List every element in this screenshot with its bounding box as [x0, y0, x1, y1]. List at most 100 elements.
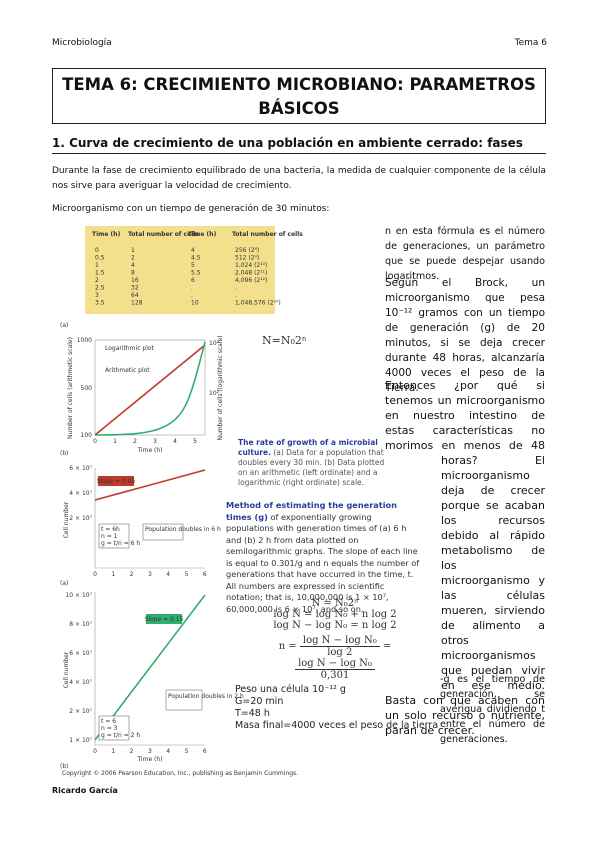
right-p3-text: Entonces ¿por qué si tenemos un microorg… — [385, 379, 545, 737]
label: 6 × 10⁷ — [69, 650, 92, 657]
footer: Ricardo García — [52, 786, 118, 795]
label: 5 — [193, 438, 197, 445]
label: 1.5 — [95, 270, 105, 277]
label: Time (h) — [92, 231, 121, 238]
label: 4.5 — [191, 255, 201, 262]
label: 64 — [131, 292, 139, 299]
intro2: Microorganismo con un tiempo de generaci… — [52, 204, 330, 214]
label: Slope = 0.15 — [145, 616, 184, 623]
label: 6 — [191, 277, 195, 284]
label: 2 × 10⁷ — [69, 708, 92, 715]
label: 2 — [130, 571, 134, 578]
label: 10 — [191, 300, 199, 307]
label: 2 — [130, 748, 134, 755]
label: 0.5 — [95, 255, 105, 262]
label: g = t/n = 6 h — [101, 540, 140, 547]
label: 4 × 10⁷ — [69, 490, 92, 497]
label: Total number of cells — [232, 231, 303, 238]
label: 2 — [133, 438, 137, 445]
header-right: Tema 6 — [514, 38, 547, 48]
label: Time (h) — [188, 231, 217, 238]
caption-title: The rate of growth of a microbial cultur… — [238, 438, 378, 457]
label: 3 — [148, 748, 152, 755]
label: 2 × 10⁷ — [69, 515, 92, 522]
label: 2.5 — [95, 285, 105, 292]
label: 5 — [191, 262, 195, 269]
section-heading: 1. Curva de crecimiento de una población… — [52, 136, 546, 154]
label: 10 × 10⁷ — [65, 592, 92, 599]
label: 128 — [131, 300, 143, 307]
label: 500 — [81, 385, 93, 392]
label: Population doubles in 2 h — [168, 693, 244, 700]
label: . — [191, 292, 193, 299]
peso-line: G=20 min — [235, 696, 284, 707]
label: 4 — [191, 247, 195, 254]
label: 5 — [185, 571, 189, 578]
den: log 2 — [327, 647, 353, 658]
label: 512 (2⁹) — [235, 255, 259, 262]
formula-part: n = — [278, 641, 297, 652]
label: n = 1 — [101, 533, 118, 540]
method-title: Method of estimating the generation time… — [226, 500, 397, 522]
peso: Peso una célula 10⁻¹² g G=20 min T=48 h Mas… — [235, 684, 438, 732]
label: Total number of cells — [128, 231, 199, 238]
label: 6 — [203, 748, 207, 755]
label: t = 6 — [101, 718, 116, 725]
num: log N − log N₀ — [295, 658, 375, 670]
label: 10² — [209, 390, 220, 397]
note-box — [165, 689, 203, 711]
label: 2 — [95, 277, 99, 284]
label: 0 — [95, 247, 99, 254]
label: 5 — [185, 748, 189, 755]
intro: Durante la fase de crecimiento equilibra… — [52, 166, 546, 191]
label: 4 — [166, 748, 170, 755]
title: TEMA 6: CRECIMIENTO MICROBIANO: PARAMETR… — [52, 68, 546, 124]
label: 1 — [113, 438, 117, 445]
label: Time (h) — [136, 447, 162, 454]
label: g = t/n = 2 h — [101, 732, 140, 739]
label: 2,048 (2¹¹) — [235, 270, 267, 277]
table-bg — [85, 226, 275, 314]
label: . — [235, 292, 237, 299]
slope-box — [146, 614, 182, 624]
label: Cell number — [63, 501, 70, 538]
peso-line: Peso una célula 10⁻¹² g — [235, 684, 346, 695]
arith-curve — [94, 341, 206, 436]
label: 16 — [131, 277, 139, 284]
label: 1,024 (2¹⁰) — [235, 262, 267, 269]
num: log N − log N₀ — [299, 635, 380, 647]
label: (b) — [60, 763, 69, 770]
label: 0 — [93, 748, 97, 755]
formula: log N = log N₀ + n log 2 — [273, 609, 397, 620]
label: . — [191, 285, 193, 292]
label: (b) — [60, 450, 69, 457]
formula-block: N = N₀2ⁿ log N = log N₀ + n log 2 log N … — [240, 598, 430, 681]
peso-line: Masa final=4000 veces el peso de la tier… — [235, 720, 439, 731]
label: 3 — [95, 292, 99, 299]
label: 1 — [95, 262, 99, 269]
header-left: Microbiología — [52, 38, 112, 48]
label: 1 — [111, 571, 115, 578]
caption: The rate of growth of a microbial cultur… — [238, 438, 388, 488]
label: 4 × 10⁷ — [69, 679, 92, 686]
label: 100 — [81, 432, 93, 439]
label: 6 — [203, 571, 207, 578]
label: 1,048,576 (2²⁰) — [235, 300, 281, 307]
label: 3.5 — [95, 300, 105, 307]
label: t = 6h — [101, 526, 120, 533]
label: 8 × 10⁷ — [69, 621, 92, 628]
label: . — [235, 285, 237, 292]
label: n = 3 — [101, 725, 118, 732]
label: 1 — [131, 247, 135, 254]
label: 3 — [148, 571, 152, 578]
calc-box — [98, 715, 130, 741]
fraction: log N − log N₀ 0,301 — [295, 658, 375, 681]
formula: n = log N − log N₀ log 2 = log N − log N₀… — [240, 635, 430, 681]
right-p4: -g es el tiempo de generación, se averig… — [440, 674, 545, 745]
label: 1 — [111, 748, 115, 755]
label: 1000 — [77, 337, 92, 344]
formula-part: = — [382, 641, 392, 652]
label: Time (h) — [136, 756, 162, 763]
den: 0,301 — [320, 670, 350, 681]
